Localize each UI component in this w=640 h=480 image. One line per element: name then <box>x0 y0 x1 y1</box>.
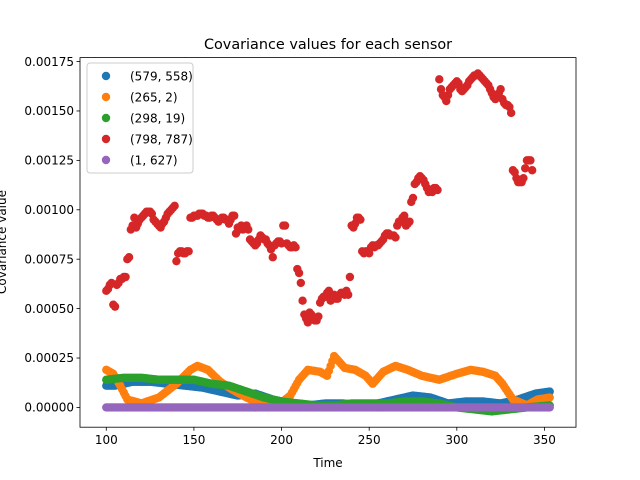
series-4-point <box>294 268 304 278</box>
series-4-point <box>230 211 239 220</box>
x-axis-ticks: 100 150 200 250 300 350 <box>95 427 556 447</box>
y-tick-label: 0.00050 <box>24 302 74 316</box>
data-points-layer <box>102 69 554 416</box>
legend-box <box>86 62 194 174</box>
series-4-point <box>314 312 323 321</box>
legend-label: (798, 787) <box>130 132 193 146</box>
series-4-point <box>356 215 365 224</box>
y-axis-title: Covariance value <box>0 190 9 294</box>
series-4-point <box>121 272 130 282</box>
chart-title: Covariance values for each sensor <box>204 37 452 53</box>
legend-marker <box>101 113 111 123</box>
y-tick-label: 0.00175 <box>24 55 74 69</box>
x-tick-label: 200 <box>270 433 293 447</box>
legend-label: (579, 558) <box>130 69 193 83</box>
x-axis-title: Time <box>312 456 342 470</box>
series-4-point <box>496 85 505 94</box>
series-2-point <box>545 393 554 402</box>
x-tick-label: 350 <box>533 433 556 447</box>
legend-marker <box>101 134 111 144</box>
y-axis-ticks: 0.00000 0.00025 0.00050 0.00075 0.00100 0.001… <box>24 55 80 415</box>
series-4-point <box>343 290 353 299</box>
series-4-point <box>506 108 516 118</box>
y-tick-label: 0.00075 <box>24 252 74 266</box>
legend-label: (298, 19) <box>130 111 185 125</box>
series-4-point <box>170 201 179 211</box>
y-tick-label: 0.00125 <box>24 154 74 168</box>
series-4-point <box>110 302 120 311</box>
series-4-point <box>124 253 134 262</box>
legend-marker <box>101 92 111 102</box>
y-tick-label: 0.00000 <box>24 401 74 415</box>
series-4-point <box>268 253 277 262</box>
y-tick-label: 0.00100 <box>24 203 74 217</box>
x-tick-label: 150 <box>182 433 205 447</box>
y-tick-label: 0.00025 <box>24 351 74 365</box>
plot-area-frame <box>79 57 577 428</box>
legend-marker <box>101 71 111 81</box>
series-4-point <box>408 193 418 203</box>
series-4-point <box>298 296 307 305</box>
series-4-point <box>280 221 290 230</box>
x-tick-label: 250 <box>358 433 381 447</box>
legend-label: (265, 2) <box>130 90 178 104</box>
series-4-point <box>391 233 400 242</box>
series-4-point <box>433 185 442 195</box>
x-tick-label: 300 <box>445 433 468 447</box>
series-4-point <box>345 272 355 282</box>
series-4-point <box>519 173 528 183</box>
series-4-point <box>291 243 300 252</box>
series-4-point <box>184 247 193 256</box>
series-4-point <box>435 75 444 84</box>
series-4-point <box>244 225 253 234</box>
y-tick-label: 0.00150 <box>24 104 74 118</box>
legend-label: (1, 627) <box>130 153 178 167</box>
series-4-point <box>405 217 414 226</box>
series-5-point <box>545 403 554 412</box>
series-4-point <box>172 256 181 266</box>
legend: (579, 558) (265, 2) (298, 19) (798, 787) (1,… <box>86 62 194 174</box>
x-tick-label: 100 <box>95 433 118 447</box>
series-4-point <box>520 164 530 173</box>
legend-marker <box>101 155 111 165</box>
series-4-point <box>527 166 537 175</box>
series-4-point <box>526 156 535 165</box>
series-4-point <box>400 211 409 220</box>
series-4-point <box>296 278 306 288</box>
